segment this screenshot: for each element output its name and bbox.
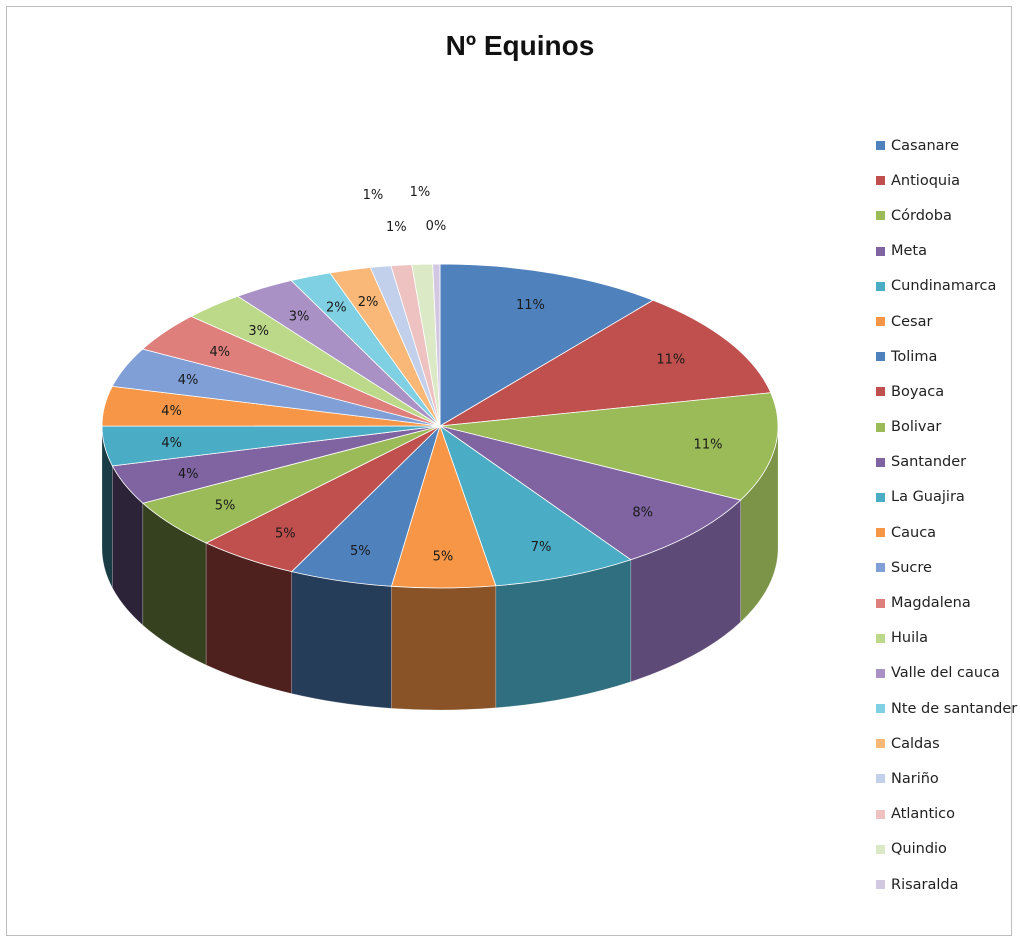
pie-slice-meta: [439, 425, 742, 561]
legend-swatch: [876, 598, 885, 608]
legend-item-magdalena: Magdalena: [876, 585, 1020, 620]
data-label-la-guajira: 4%: [161, 436, 182, 451]
legend-label: Boyaca: [891, 383, 945, 400]
legend-label: Caldas: [891, 735, 940, 752]
legend-label: Nariño: [891, 770, 939, 787]
data-label-sucre: 4%: [178, 373, 199, 388]
data-label-tolima: 5%: [350, 544, 371, 559]
legend-label: Nte de santander: [891, 700, 1018, 717]
legend-swatch: [876, 457, 885, 467]
legend-item-la-guajira: La Guajira: [876, 480, 1020, 515]
legend-swatch: [876, 528, 885, 538]
data-label-meta: 8%: [632, 506, 653, 521]
data-label-atlantico: 1%: [386, 220, 407, 235]
legend-label: Quindio: [891, 841, 947, 858]
pie-slice-risaralda: [432, 263, 441, 427]
legend-label: Valle del cauca: [891, 665, 1000, 682]
legend-label: Cundinamarca: [891, 278, 997, 295]
pie-side-cesar: [391, 585, 497, 711]
legend-label: Meta: [891, 243, 928, 260]
legend-item-narino: Nariño: [876, 761, 1020, 796]
legend-swatch: [876, 704, 885, 714]
data-label-casanare: 11%: [516, 298, 545, 313]
legend-swatch: [876, 633, 885, 643]
data-label-magdalena: 4%: [209, 345, 230, 360]
legend-label: Córdoba: [891, 207, 952, 224]
legend-item-cordoba: Córdoba: [876, 198, 1020, 233]
data-label-valle-del-cauca: 3%: [289, 309, 310, 324]
pie-slice-cundinamarca: [439, 424, 632, 587]
legend-item-cauca: Cauca: [876, 515, 1020, 550]
legend-label: Risaralda: [891, 876, 959, 893]
data-label-nte-de-santander: 2%: [326, 300, 347, 315]
legend-swatch: [876, 774, 885, 784]
data-label-santander: 4%: [178, 467, 199, 482]
legend: Casanare Antioquia Córdoba Meta Cundinamarca…: [876, 128, 1020, 902]
legend-label: Tolima: [891, 348, 938, 365]
legend-item-meta: Meta: [876, 234, 1020, 269]
legend-swatch: [876, 844, 885, 854]
legend-item-quindio: Quindio: [876, 832, 1020, 867]
legend-swatch: [876, 176, 885, 186]
data-label-cundinamarca: 7%: [531, 540, 552, 555]
legend-swatch: [876, 352, 885, 362]
data-label-narino: 1%: [363, 188, 384, 203]
legend-item-cundinamarca: Cundinamarca: [876, 269, 1020, 304]
legend-label: Atlantico: [891, 806, 956, 823]
data-label-risaralda: 0%: [426, 219, 447, 234]
legend-item-tolima: Tolima: [876, 339, 1020, 374]
legend-item-caldas: Caldas: [876, 726, 1020, 761]
legend-label: Casanare: [891, 137, 960, 154]
legend-item-risaralda: Risaralda: [876, 867, 1020, 902]
legend-item-casanare: Casanare: [876, 128, 1020, 163]
legend-swatch: [876, 246, 885, 256]
data-label-antioquia: 11%: [656, 353, 685, 368]
legend-item-atlantico: Atlantico: [876, 797, 1020, 832]
legend-item-huila: Huila: [876, 621, 1020, 656]
data-label-cordoba: 11%: [694, 437, 723, 452]
legend-swatch: [876, 141, 885, 151]
legend-swatch: [876, 317, 885, 327]
legend-item-boyaca: Boyaca: [876, 374, 1020, 409]
legend-swatch: [876, 387, 885, 397]
data-label-bolivar: 5%: [215, 499, 236, 514]
legend-label: Sucre: [891, 559, 932, 576]
pie-slice-antioquia: [439, 299, 772, 427]
pie-slice-casanare: [439, 263, 654, 427]
legend-label: Bolivar: [891, 419, 942, 436]
data-label-quindio: 1%: [410, 185, 431, 200]
data-label-boyaca: 5%: [275, 526, 296, 541]
legend-item-cesar: Cesar: [876, 304, 1020, 339]
legend-swatch: [876, 739, 885, 749]
legend-label: Magdalena: [891, 595, 971, 612]
chart-title: Nº Equinos: [445, 30, 595, 61]
data-label-cesar: 5%: [433, 550, 454, 565]
legend-swatch: [876, 563, 885, 573]
legend-label: Antioquia: [891, 172, 961, 189]
legend-swatch: [876, 281, 885, 291]
legend-label: Cesar: [891, 313, 933, 330]
legend-swatch: [876, 668, 885, 678]
data-label-caldas: 2%: [358, 295, 379, 310]
legend-item-antioquia: Antioquia: [876, 163, 1020, 198]
legend-label: Cauca: [891, 524, 937, 541]
data-label-cauca: 4%: [161, 404, 182, 419]
legend-item-valle-del-cauca: Valle del cauca: [876, 656, 1020, 691]
legend-swatch: [876, 422, 885, 432]
legend-label: Santander: [891, 454, 967, 471]
legend-label: Huila: [891, 630, 929, 647]
legend-label: La Guajira: [891, 489, 965, 506]
legend-swatch: [876, 809, 885, 819]
legend-item-santander: Santander: [876, 445, 1020, 480]
data-label-huila: 3%: [248, 324, 269, 339]
pie-side-tolima: [291, 571, 392, 709]
pie-slice-cordoba: [439, 392, 779, 501]
legend-item-sucre: Sucre: [876, 550, 1020, 585]
legend-item-bolivar: Bolivar: [876, 410, 1020, 445]
legend-swatch: [876, 211, 885, 221]
legend-swatch: [876, 492, 885, 502]
legend-swatch: [876, 880, 885, 890]
legend-item-nte-de-santander: Nte de santander: [876, 691, 1020, 726]
